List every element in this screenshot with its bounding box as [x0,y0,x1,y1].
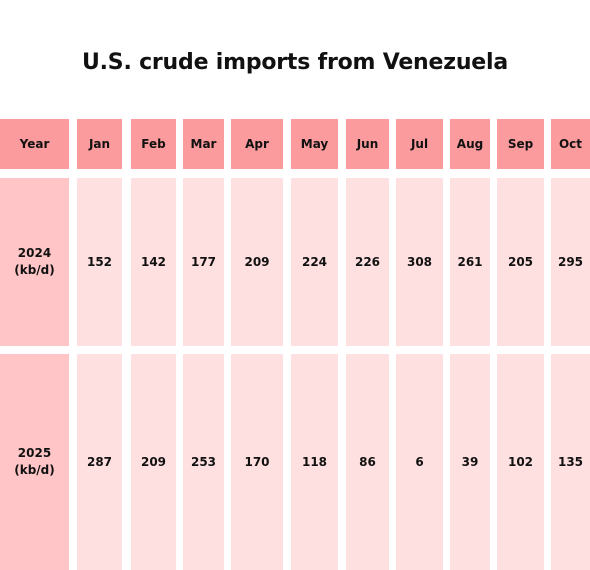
header-cell-mar: Mar [183,119,224,169]
value-cell-2024-jan: 152 [77,178,122,346]
row-label-year: 2025 [17,446,52,460]
row-label-unit: (kb/d) [14,463,55,477]
value-cell-2025-oct: 135 [551,354,590,570]
header-cell-year: Year [0,119,69,169]
row-label-year: 2024 [17,246,52,260]
row-label-text: 2024 (kb/d) [14,245,55,279]
value-cell-2024-oct: 295 [551,178,590,346]
value-cell-2025-jul: 6 [396,354,443,570]
value-cell-2024-jun: 226 [346,178,389,346]
value-cell-2025-mar: 253 [183,354,224,570]
value-cell-2024-jul: 308 [396,178,443,346]
row-label-2025: 2025 (kb/d) [0,354,69,570]
value-cell-2025-sep: 102 [497,354,544,570]
value-cell-2025-aug: 39 [450,354,490,570]
value-cell-2024-aug: 261 [450,178,490,346]
value-cell-2024-feb: 142 [131,178,176,346]
header-cell-apr: Apr [231,119,283,169]
row-label-2024: 2024 (kb/d) [0,178,69,346]
value-cell-2025-jan: 287 [77,354,122,570]
row-label-unit: (kb/d) [14,263,55,277]
value-cell-2024-sep: 205 [497,178,544,346]
header-cell-jul: Jul [396,119,443,169]
value-cell-2025-apr: 170 [231,354,283,570]
header-cell-sep: Sep [497,119,544,169]
value-cell-2025-may: 118 [291,354,338,570]
header-cell-aug: Aug [450,119,490,169]
header-cell-oct: Oct [551,119,590,169]
header-cell-may: May [291,119,338,169]
value-cell-2024-may: 224 [291,178,338,346]
header-cell-jun: Jun [346,119,389,169]
chart-title: U.S. crude imports from Venezuela [81,50,509,75]
header-cell-feb: Feb [131,119,176,169]
row-label-text: 2025 (kb/d) [14,445,55,479]
header-cell-jan: Jan [77,119,122,169]
value-cell-2025-feb: 209 [131,354,176,570]
value-cell-2025-jun: 86 [346,354,389,570]
value-cell-2024-apr: 209 [231,178,283,346]
value-cell-2024-mar: 177 [183,178,224,346]
